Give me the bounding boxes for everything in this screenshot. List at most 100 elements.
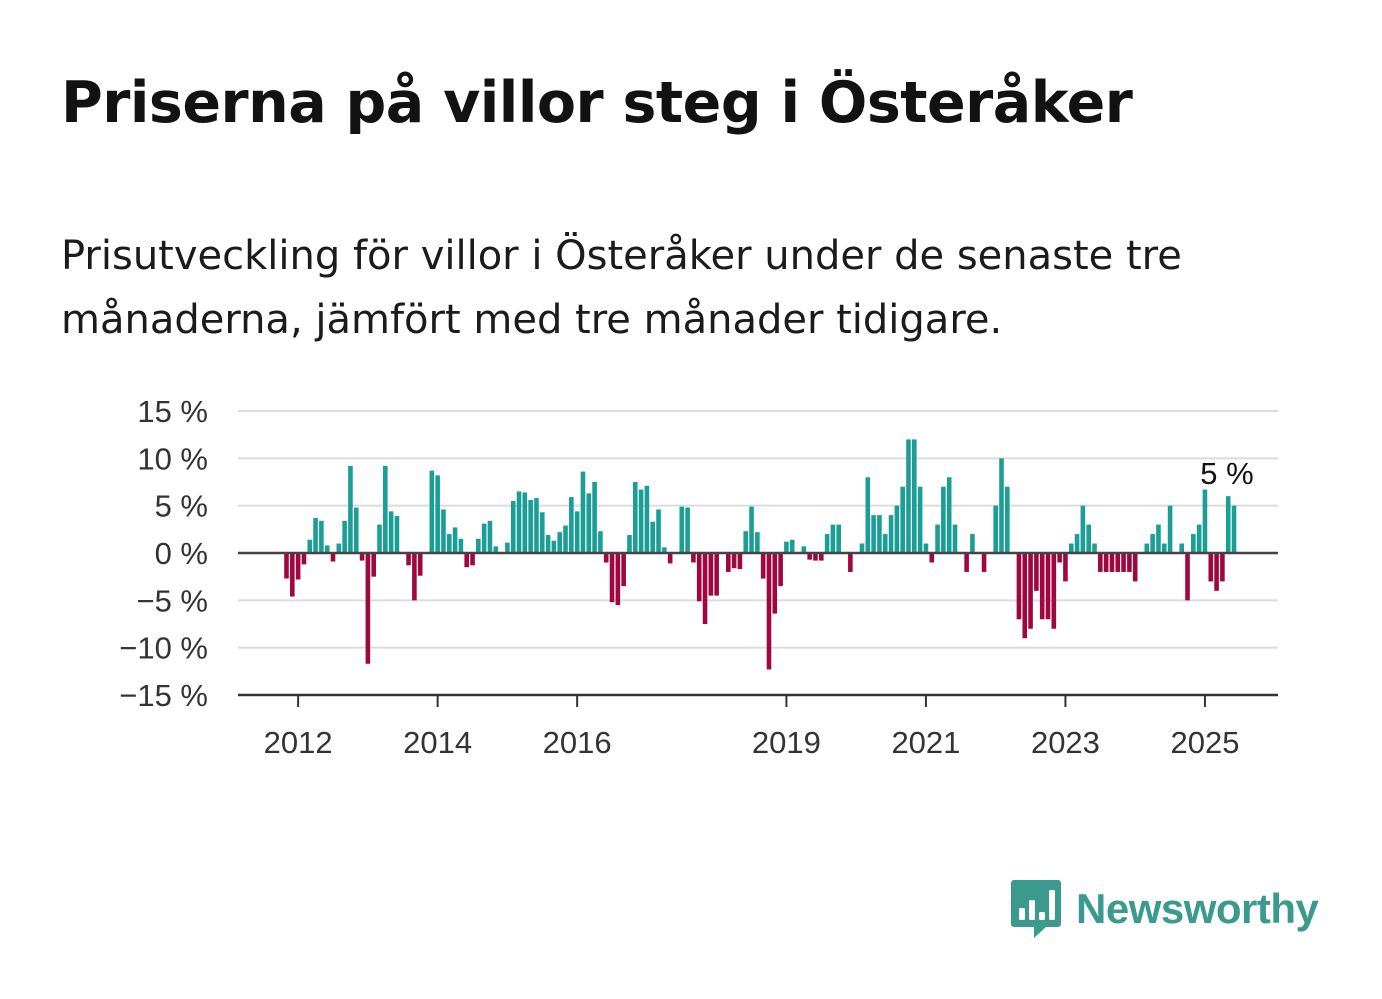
x-tick-label: 2019 xyxy=(752,725,821,760)
bar xyxy=(952,524,958,553)
bar xyxy=(1028,553,1033,629)
chart-subtitle: Prisutveckling för villor i Österåker un… xyxy=(61,233,1182,343)
bar xyxy=(656,509,661,553)
bar xyxy=(912,439,917,553)
bar xyxy=(1167,505,1173,553)
bar xyxy=(569,497,574,553)
bar xyxy=(417,553,423,576)
bar xyxy=(342,520,347,553)
bar xyxy=(295,553,301,580)
bar xyxy=(522,492,528,553)
bar xyxy=(464,553,469,568)
x-tick-label: 2023 xyxy=(1031,725,1100,760)
bar xyxy=(1039,553,1045,620)
bar xyxy=(981,553,987,572)
bar xyxy=(574,511,580,553)
bar xyxy=(1005,486,1010,553)
x-axis-labels: 2012 2014 2016 2019 2021 2023 2025 xyxy=(264,725,1240,760)
bar xyxy=(365,553,371,664)
bar xyxy=(848,553,853,572)
bar xyxy=(993,505,998,553)
bar xyxy=(1034,553,1039,591)
bar xyxy=(650,521,656,553)
bar xyxy=(865,477,871,553)
bar xyxy=(696,553,702,602)
bar xyxy=(394,516,400,553)
bar xyxy=(470,553,475,566)
bar xyxy=(743,531,749,553)
bar xyxy=(859,543,865,553)
newsworthy-logo: Newsworthy xyxy=(1010,878,1319,940)
bar xyxy=(888,515,894,553)
bar xyxy=(1214,553,1219,591)
y-axis-labels: 15 % 10 % 5 % 0 % −5 % −10 % −15 % xyxy=(119,394,208,713)
bar xyxy=(412,553,417,601)
bar xyxy=(708,553,714,596)
bar xyxy=(964,553,969,572)
bar xyxy=(528,499,533,553)
bar xyxy=(772,553,778,614)
bar xyxy=(644,485,650,553)
bar xyxy=(755,532,760,553)
bar xyxy=(1132,553,1138,582)
bar xyxy=(882,534,888,553)
bar xyxy=(946,477,952,553)
bar xyxy=(586,493,592,553)
gridlines xyxy=(238,410,1278,649)
bar xyxy=(819,553,824,561)
bar xyxy=(760,553,766,579)
bar xyxy=(452,527,458,553)
y-tick-label: 15 % xyxy=(137,394,208,429)
bar xyxy=(545,535,551,553)
bar xyxy=(383,465,388,553)
bar xyxy=(615,553,621,606)
bar xyxy=(1185,553,1190,601)
bar xyxy=(807,553,812,560)
bar xyxy=(1202,489,1208,553)
bar xyxy=(638,489,644,553)
bar xyxy=(1196,524,1202,553)
x-tick-label: 2014 xyxy=(403,725,472,760)
bar xyxy=(1208,553,1214,582)
bar xyxy=(801,546,807,553)
bar xyxy=(749,506,754,553)
bar xyxy=(1115,553,1121,572)
bar xyxy=(551,540,557,553)
brand-name: Newsworthy xyxy=(1076,885,1319,932)
x-tick-label: 2016 xyxy=(543,725,612,760)
bar xyxy=(330,553,336,562)
bar xyxy=(813,553,818,561)
y-tick-label: −10 % xyxy=(119,631,208,666)
bar xyxy=(1231,505,1237,553)
newsworthy-bar-chart-icon xyxy=(1011,880,1061,938)
bar xyxy=(435,475,440,553)
bar xyxy=(1051,553,1057,629)
bar xyxy=(441,509,446,553)
bar xyxy=(516,491,522,553)
bar xyxy=(1127,553,1132,572)
bar xyxy=(353,507,359,553)
bar xyxy=(737,553,743,570)
bar xyxy=(923,543,929,553)
bar xyxy=(1144,543,1150,553)
bar xyxy=(970,534,975,553)
bar xyxy=(1022,553,1028,639)
bar xyxy=(505,542,510,553)
bar xyxy=(598,531,603,553)
bar xyxy=(1074,534,1080,553)
bar xyxy=(1161,543,1167,553)
last-value-label: 5 % xyxy=(1200,456,1253,491)
bar xyxy=(679,506,685,553)
bar xyxy=(301,553,307,565)
bar xyxy=(406,553,411,566)
bar xyxy=(1156,524,1161,553)
bar xyxy=(877,515,882,553)
bar xyxy=(1063,553,1068,582)
bar xyxy=(313,517,318,553)
y-tick-label: −5 % xyxy=(136,583,208,618)
bar xyxy=(621,553,626,587)
bar xyxy=(388,511,394,553)
bar xyxy=(557,532,563,553)
bar xyxy=(1057,553,1062,563)
